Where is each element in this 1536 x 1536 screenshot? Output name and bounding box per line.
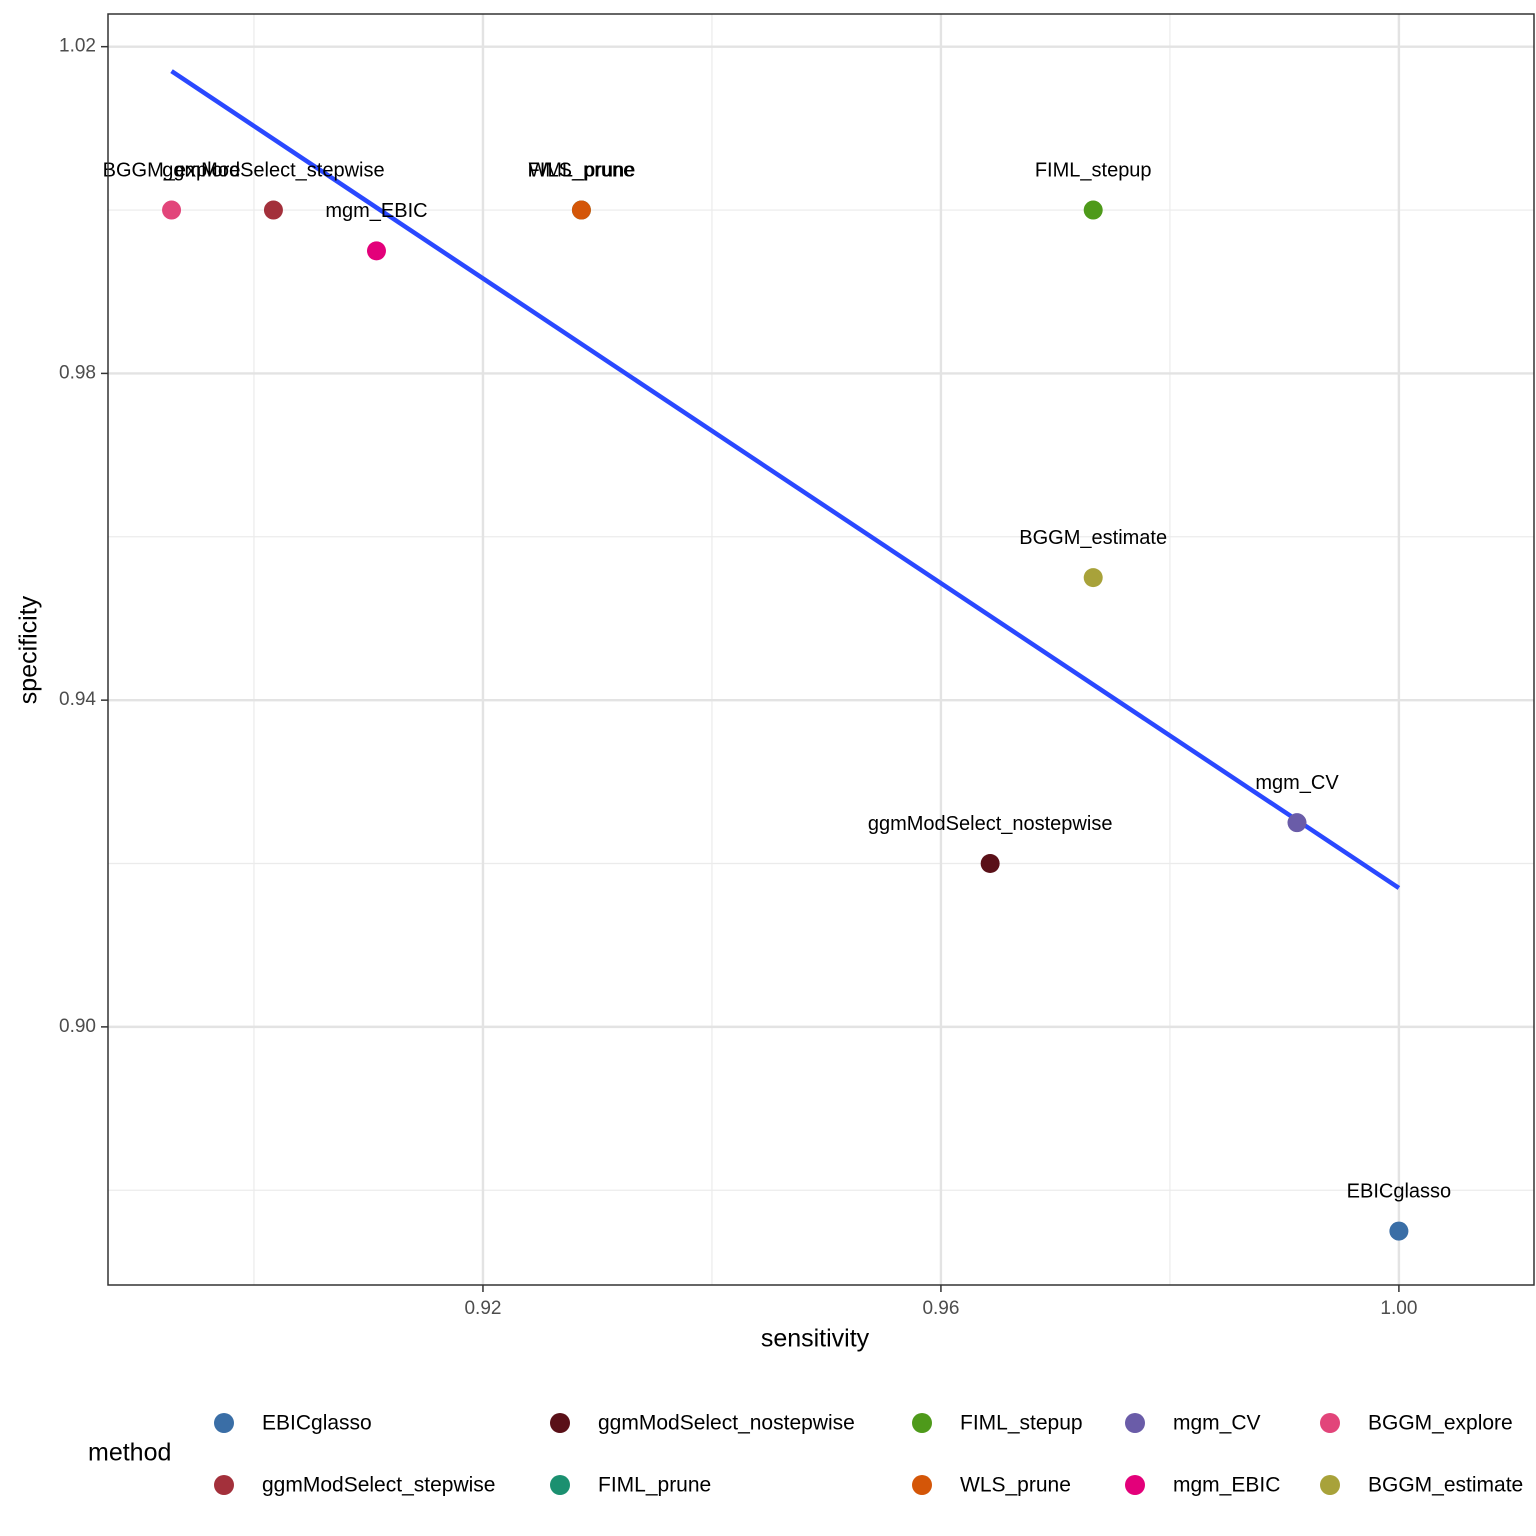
legend-label: ggmModSelect_stepwise <box>262 1474 495 1497</box>
y-tick-label: 0.98 <box>59 362 96 383</box>
legend-label: mgm_CV <box>1173 1412 1261 1435</box>
legend-swatch <box>912 1475 932 1495</box>
legend-label: ggmModSelect_nostepwise <box>598 1412 855 1435</box>
point-label: FIML_stepup <box>1035 159 1152 181</box>
legend-label: mgm_EBIC <box>1173 1474 1280 1497</box>
point <box>263 200 283 220</box>
point-label: BGGM_estimate <box>1019 527 1167 549</box>
point-label: mgm_EBIC <box>325 200 427 222</box>
point <box>980 854 1000 874</box>
point-label: ggmModSelect_stepwise <box>162 159 384 181</box>
point <box>1287 813 1307 833</box>
y-axis-title: specificity <box>15 595 43 704</box>
x-tick-label: 1.00 <box>1380 1298 1417 1319</box>
legend-swatch <box>1320 1475 1340 1495</box>
point-label: FIML_prune <box>528 159 636 181</box>
y-tick-label: 0.94 <box>59 689 96 710</box>
point-label: mgm_CV <box>1255 772 1339 794</box>
point-label: EBICglasso <box>1347 1180 1452 1202</box>
point-label: ggmModSelect_nostepwise <box>868 813 1113 835</box>
point-label: WLS_prune <box>529 159 635 181</box>
panel-border <box>107 13 1535 1286</box>
point-label: BGGM_explore <box>103 159 241 181</box>
point <box>1083 200 1103 220</box>
y-tick-label: 1.02 <box>59 36 96 57</box>
trend-line <box>170 69 1401 890</box>
y-tick-label: 0.90 <box>59 1016 96 1037</box>
legend-swatch <box>1125 1413 1145 1433</box>
x-tick-label: 0.96 <box>922 1298 959 1319</box>
point <box>162 200 182 220</box>
legend-label: EBICglasso <box>262 1412 372 1435</box>
legend-swatch <box>550 1413 570 1433</box>
legend-title: method <box>88 1439 171 1467</box>
legend-swatch <box>214 1413 234 1433</box>
x-tick-label: 0.92 <box>464 1298 501 1319</box>
legend-label: BGGM_estimate <box>1368 1474 1523 1497</box>
x-axis-title: sensitivity <box>761 1325 870 1353</box>
legend-swatch <box>1320 1413 1340 1433</box>
point <box>571 200 591 220</box>
point <box>1389 1221 1409 1241</box>
legend-swatch <box>1125 1475 1145 1495</box>
legend-label: BGGM_explore <box>1368 1412 1513 1435</box>
legend-swatch <box>214 1475 234 1495</box>
legend-swatch <box>550 1475 570 1495</box>
legend-swatch <box>912 1413 932 1433</box>
legend-label: FIML_stepup <box>960 1412 1083 1435</box>
point <box>1083 568 1103 588</box>
legend-label: WLS_prune <box>960 1474 1071 1497</box>
legend-label: FIML_prune <box>598 1474 711 1497</box>
point <box>366 241 386 261</box>
